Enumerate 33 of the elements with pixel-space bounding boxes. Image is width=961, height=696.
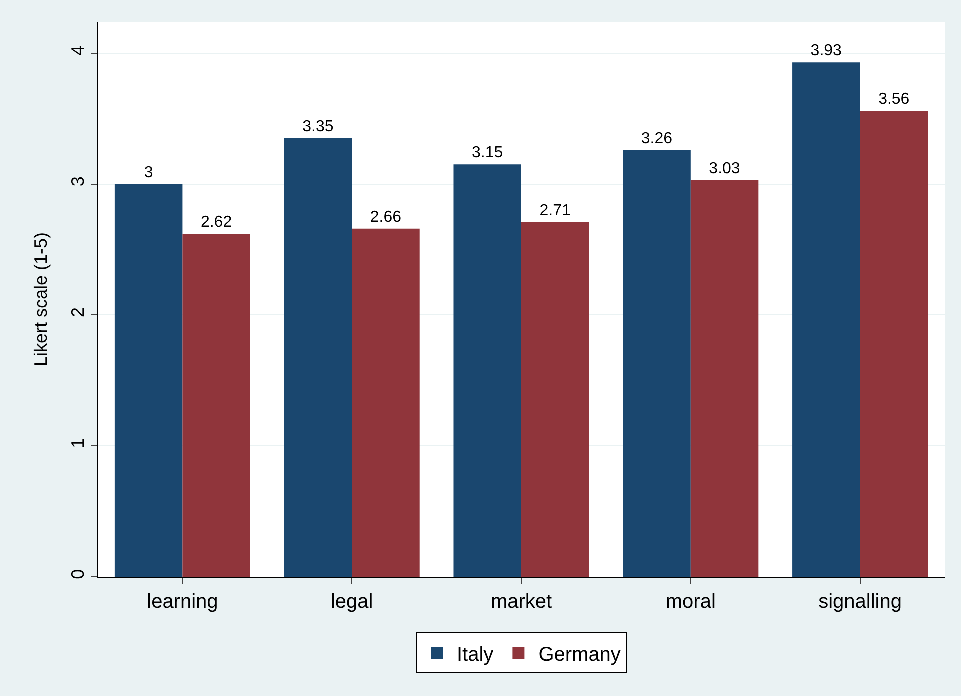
legend-label: Italy	[457, 644, 494, 666]
data-label: 2.62	[200, 214, 232, 232]
data-label: 3.56	[878, 91, 910, 108]
data-label: 3.03	[709, 160, 740, 178]
x-tick-label: legal	[330, 591, 374, 613]
bar	[792, 62, 860, 577]
bar	[690, 180, 759, 577]
bar	[114, 184, 183, 577]
data-label: 2.66	[370, 208, 402, 226]
y-tick-label: 3	[68, 176, 88, 187]
bar	[522, 222, 590, 577]
y-tick-label: 2	[68, 308, 88, 318]
x-tick-label: moral	[666, 591, 716, 613]
x-tick-label: signalling	[818, 591, 902, 613]
x-tick-label: learning	[147, 591, 218, 613]
bar	[284, 138, 352, 577]
bar	[352, 228, 420, 577]
data-label: 3.26	[641, 130, 673, 148]
y-axis-title: Likert scale (1-5)	[31, 232, 51, 367]
data-label: 3	[144, 164, 154, 182]
bar	[623, 150, 691, 577]
data-label: 3.15	[472, 144, 504, 162]
data-label: 3.93	[810, 42, 842, 60]
legend-label: Germany	[538, 644, 621, 666]
bar	[454, 164, 522, 577]
bar	[182, 234, 250, 577]
bar	[860, 111, 928, 577]
x-tick-label: market	[490, 591, 553, 613]
data-label: 3.35	[302, 118, 334, 136]
y-tick-label: 4	[68, 46, 88, 56]
y-tick-label: 1	[68, 438, 88, 448]
data-label: 2.71	[540, 202, 571, 220]
y-tick-label: 0	[68, 569, 88, 580]
